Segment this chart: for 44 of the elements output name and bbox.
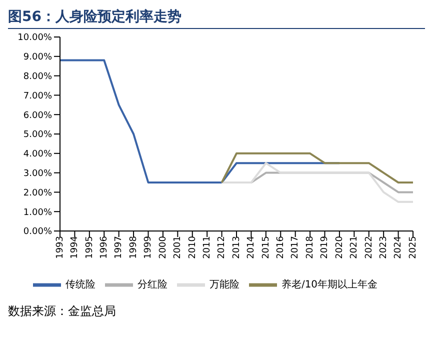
legend-label: 养老/10年期以上年金 <box>281 280 378 291</box>
x-tick-label: 2013 <box>232 236 242 259</box>
x-tick-label: 1996 <box>100 236 110 259</box>
y-tick-label: 0.00% <box>23 227 52 238</box>
y-tick-label: 3.00% <box>23 168 52 179</box>
x-tick-label: 2025 <box>408 236 418 259</box>
x-tick-label: 2001 <box>173 236 184 259</box>
x-tick-label: 2015 <box>261 236 272 259</box>
x-tick-label: 2011 <box>202 236 212 259</box>
x-tick-label: 2000 <box>158 236 168 259</box>
x-tick-label: 2014 <box>246 236 257 259</box>
y-tick-label: 10.00% <box>18 33 52 44</box>
x-tick-label: 2022 <box>364 236 374 259</box>
x-tick-label: 2012 <box>217 236 228 259</box>
x-tick-label: 2020 <box>334 236 345 259</box>
x-tick-label: 2024 <box>394 236 404 259</box>
line-series <box>220 162 414 203</box>
x-tick-label: 2010 <box>188 236 198 259</box>
y-tick-label: 4.00% <box>23 150 52 160</box>
x-tick-label: 1999 <box>144 236 154 259</box>
line-series <box>220 152 414 184</box>
chart-title: 图56：人身险预定利率走势 <box>8 8 425 29</box>
y-tick-label: 8.00% <box>23 72 52 82</box>
legend-label: 分红险 <box>137 280 168 291</box>
x-tick-label: 1994 <box>70 236 80 259</box>
y-tick-label: 5.00% <box>23 130 52 140</box>
y-tick-label: 9.00% <box>23 52 52 63</box>
x-tick-label: 2021 <box>350 236 360 259</box>
x-tick-label: 1995 <box>84 236 95 259</box>
y-tick-label: 6.00% <box>23 110 52 121</box>
y-tick-label: 7.00% <box>23 91 52 102</box>
y-tick-label: 1.00% <box>23 208 52 218</box>
source-note: 数据来源：金监总局 <box>8 303 117 320</box>
legend-label: 万能险 <box>209 280 240 291</box>
x-tick-label: 1993 <box>55 236 66 259</box>
x-tick-label: 1997 <box>114 236 124 259</box>
x-tick-label: 2018 <box>305 236 316 259</box>
legend-label: 传统险 <box>65 280 96 291</box>
x-tick-label: 2017 <box>290 236 301 259</box>
x-tick-label: 2019 <box>320 236 330 259</box>
y-tick-label: 2.00% <box>23 188 52 198</box>
x-tick-label: 1998 <box>128 236 139 259</box>
x-tick-label: 2023 <box>378 236 389 259</box>
x-tick-label: 2016 <box>276 236 286 259</box>
